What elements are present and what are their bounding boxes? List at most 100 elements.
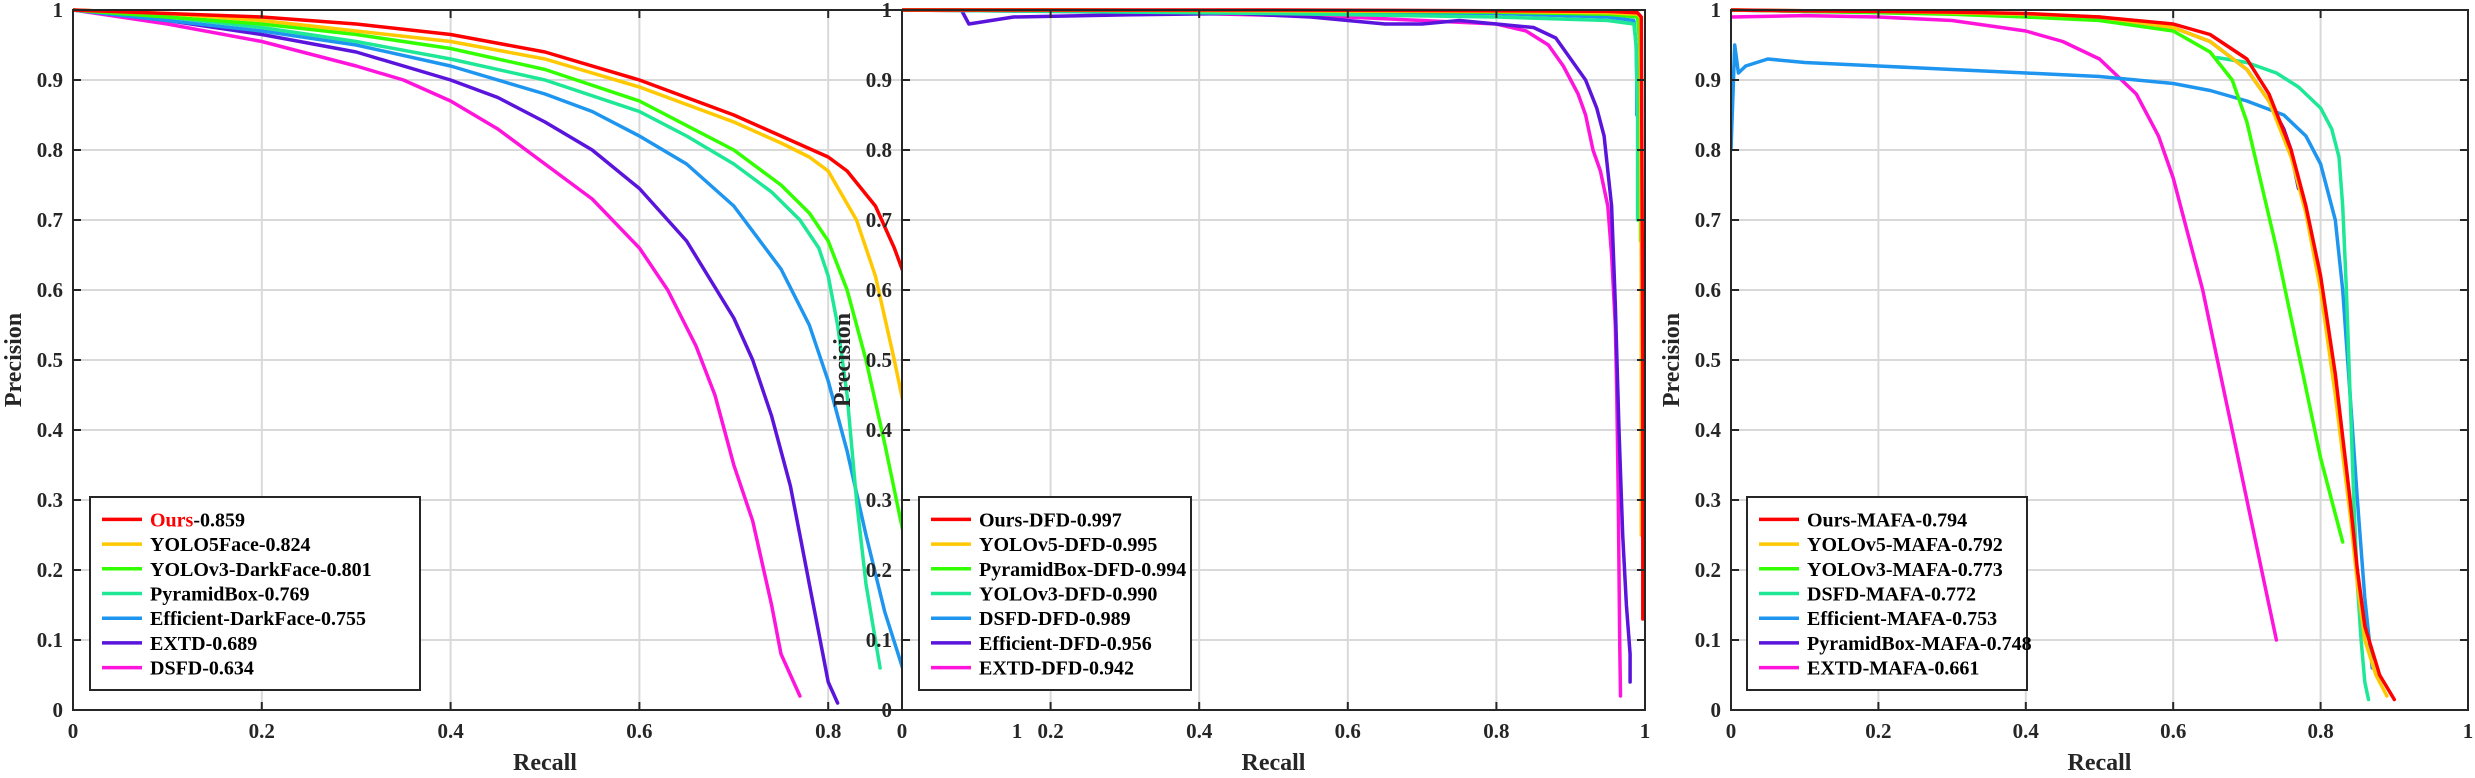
x-tick-label: 0.2 — [1037, 719, 1063, 743]
legend-series-name: DSFD-MAFA — [1807, 584, 1925, 606]
y-tick-label: 0.9 — [866, 68, 892, 92]
legend-score: -0.994 — [1135, 559, 1187, 581]
legend: Ours-0.859 YOLO5Face-0.824 YOLOv3-DarkFace… — [89, 496, 421, 691]
legend-series-name: Efficient-MAFA — [1807, 608, 1946, 630]
y-tick-label: 0.5 — [1695, 348, 1721, 372]
legend-score: -0.942 — [1082, 658, 1134, 680]
legend-series-name: YOLOv5-MAFA — [1807, 534, 1952, 556]
y-tick-label: 0.3 — [37, 488, 63, 512]
legend-score: -0.859 — [193, 509, 245, 531]
y-tick-label: 1 — [53, 0, 64, 22]
y-tick-label: 0.8 — [866, 138, 892, 162]
x-tick-label: 0 — [68, 719, 79, 743]
legend-series-name: DSFD-DFD — [979, 608, 1079, 630]
legend-entry: YOLOv3-DarkFace-0.801 — [150, 559, 372, 581]
chart-panel-3: 0 0.2 0.4 0.6 0.8 1 0 0.1 0.2 0.3 0.4 0.5 0.6 0.7 0.8 0… — [1659, 0, 2473, 776]
series-line-efficient-dfd — [902, 8, 1632, 684]
series-line-pyramidbox — [73, 8, 882, 670]
y-tick-label: 0 — [882, 698, 893, 722]
legend: Ours-DFD-0.997 YOLOv5-DFD-0.995 PyramidBox… — [918, 496, 1192, 691]
legend-entry: EXTD-MAFA-0.661 — [1807, 658, 1979, 680]
y-tick-label: 0.2 — [866, 558, 892, 582]
legend-series-name: PyramidBox-MAFA — [1807, 633, 1980, 655]
legend-series-name: EXTD — [150, 633, 206, 655]
y-tick-label: 0.8 — [37, 138, 63, 162]
series-line-extd-dfd — [902, 8, 1623, 698]
legend-entry: PyramidBox-MAFA-0.748 — [1807, 633, 2032, 655]
y-tick-label: 0.2 — [37, 558, 63, 582]
x-tick-label: 0.8 — [1483, 719, 1509, 743]
legend-series-name: YOLOv3-DFD — [979, 584, 1106, 606]
y-tick-label: 0.4 — [37, 418, 64, 442]
series-line-efficient-mafa — [1731, 43, 2374, 670]
legend-series-name: Efficient-DFD — [979, 633, 1100, 655]
legend-series-name: YOLO5Face — [150, 534, 259, 556]
legend-series-name: Efficient-DarkFace — [150, 608, 315, 630]
legend-entry: PyramidBox-DFD-0.994 — [979, 559, 1186, 581]
legend-series-name: YOLOv5-DFD — [979, 534, 1106, 556]
x-axis-label: Recall — [2068, 750, 2132, 776]
y-tick-label: 0.7 — [1695, 208, 1721, 232]
y-tick-label: 0.6 — [37, 278, 63, 302]
legend: Ours-MAFA-0.794 YOLOv5-MAFA-0.792 YOLOv3-M… — [1746, 496, 2032, 691]
legend-entry: YOLOv5-DFD-0.995 — [979, 534, 1157, 556]
legend-score: -0.794 — [1916, 509, 1968, 531]
y-tick-label: 0 — [1711, 698, 1722, 722]
legend-entry: DSFD-DFD-0.989 — [979, 608, 1131, 630]
legend-series-name: DSFD — [150, 658, 202, 680]
legend-box — [89, 496, 421, 691]
y-tick-label: 1 — [882, 0, 893, 22]
x-tick-label: 0.2 — [1865, 719, 1891, 743]
x-tick-label: 1 — [2463, 719, 2474, 743]
legend-series-name: Ours-MAFA — [1807, 509, 1916, 531]
x-tick-label: 0.4 — [1186, 719, 1213, 743]
legend-score: -0.773 — [1951, 559, 2003, 581]
y-tick-label: 0.1 — [37, 628, 63, 652]
y-tick-label: 0.1 — [866, 628, 892, 652]
legend-entry: Ours-0.859 — [150, 509, 245, 531]
chart-panel-2: 0 0.2 0.4 0.6 0.8 1 0 0.1 0.2 0.3 0.4 0.5 0.6 0.7 0.8 0… — [830, 0, 1650, 776]
legend-score: -0.689 — [206, 633, 258, 655]
legend-score: -0.989 — [1079, 608, 1131, 630]
legend-entry: Ours-MAFA-0.794 — [1807, 509, 1967, 531]
y-tick-label: 0.6 — [1695, 278, 1721, 302]
legend-series-name: YOLOv3-MAFA — [1807, 559, 1952, 581]
y-tick-label: 0.5 — [37, 348, 63, 372]
legend-score: -0.661 — [1928, 658, 1980, 680]
series-line-extd — [73, 8, 840, 705]
y-tick-label: 0.1 — [1695, 628, 1721, 652]
legend-score: -0.753 — [1945, 608, 1997, 630]
x-tick-label: 1 — [1012, 719, 1023, 743]
y-tick-label: 0.4 — [1695, 418, 1722, 442]
legend-score: -0.824 — [259, 534, 311, 556]
x-tick-label: 0 — [1726, 719, 1737, 743]
y-tick-label: 0 — [53, 698, 64, 722]
legend-score: -0.769 — [258, 584, 310, 606]
legend-series-name: Ours-DFD — [979, 509, 1070, 531]
legend-entry: Efficient-DarkFace-0.755 — [150, 608, 366, 630]
legend-score: -0.990 — [1106, 584, 1158, 606]
y-axis-label: Precision — [1, 313, 27, 407]
x-tick-label: 0.4 — [437, 719, 464, 743]
x-axis-label: Recall — [513, 750, 577, 776]
x-tick-label: 0.6 — [626, 719, 652, 743]
legend-score: -0.748 — [1980, 633, 2032, 655]
legend-score: -0.995 — [1106, 534, 1158, 556]
chart-panel-1: 0 0.2 0.4 0.6 0.8 1 0 0.1 0.2 0.3 0.4 0.5 0.6 0.7 0.8 0… — [1, 0, 1022, 776]
y-axis-label: Precision — [1659, 313, 1685, 407]
y-tick-label: 0.9 — [37, 68, 63, 92]
legend-score: -0.792 — [1951, 534, 2003, 556]
x-tick-label: 0.8 — [2307, 719, 2333, 743]
x-tick-label: 0.6 — [1335, 719, 1361, 743]
legend-entry: YOLOv3-DFD-0.990 — [979, 584, 1157, 606]
x-tick-label: 0.8 — [815, 719, 841, 743]
legend-entry: Efficient-DFD-0.956 — [979, 633, 1152, 655]
legend-entry: PyramidBox-0.769 — [150, 584, 309, 606]
series-group — [1731, 8, 2397, 702]
y-tick-label: 0.3 — [866, 488, 892, 512]
legend-score: -0.755 — [314, 608, 366, 630]
legend-score: -0.956 — [1100, 633, 1152, 655]
x-axis-label: Recall — [1242, 750, 1306, 776]
y-tick-label: 0.4 — [866, 418, 893, 442]
